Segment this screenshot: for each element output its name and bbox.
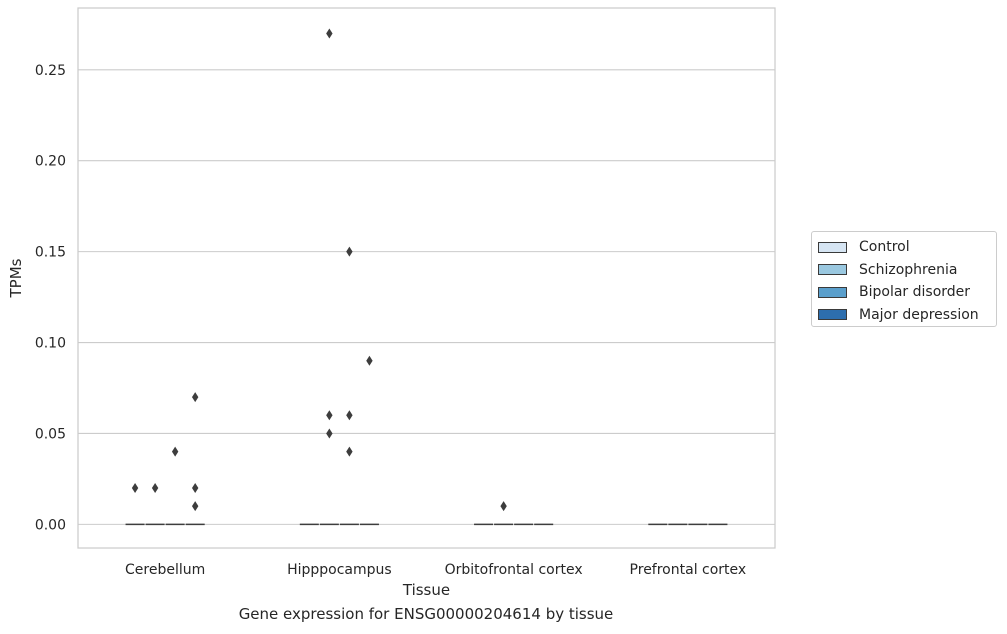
outlier-point [191, 483, 199, 493]
outlier-point [131, 483, 139, 493]
outlier-point [326, 410, 333, 421]
plot-area [77, 7, 776, 549]
outlier-point [500, 501, 507, 512]
legend-label: Control [859, 239, 910, 256]
x-axis-ticks: Cerebellum Hipppocampus Orbitofrontal cort… [125, 562, 746, 578]
legend-item: Schizophrenia [818, 259, 996, 282]
legend-item: Bipolar disorder [818, 281, 996, 304]
y-tick-label: 0.10 [35, 336, 66, 352]
legend-item: Major depression [818, 304, 996, 327]
x-tick-label: Hipppocampus [287, 562, 392, 578]
x-axis-label: Tissue [402, 581, 450, 599]
legend-item: Control [818, 236, 996, 259]
legend-swatch [818, 309, 847, 321]
y-tick-label: 0.20 [35, 154, 66, 170]
x-tick-label: Orbitofrontal cortex [445, 562, 583, 578]
legend-swatch [818, 286, 847, 298]
legend-label: Bipolar disorder [859, 284, 971, 301]
x-tick-label: Cerebellum [125, 562, 205, 578]
y-axis-ticks: 0.00 0.05 0.10 0.15 0.20 0.25 [35, 63, 66, 534]
legend-label: Major depression [859, 306, 979, 323]
chart-caption: Gene expression for ENSG00000204614 by t… [238, 605, 614, 623]
outlier-point [346, 410, 353, 421]
outlier-point [171, 446, 179, 457]
outlier-point [346, 446, 353, 457]
x-tick-label: Prefrontal cortex [630, 562, 747, 578]
legend-swatch [818, 264, 847, 276]
y-tick-label: 0.25 [35, 63, 66, 79]
y-tick-label: 0.15 [35, 245, 66, 261]
outliers [131, 28, 507, 512]
outlier-point [191, 501, 199, 512]
legend: Control Schizophrenia Bipolar disorder Majo… [811, 231, 997, 327]
outlier-point [151, 483, 159, 493]
outlier-point [326, 28, 333, 39]
outlier-point [326, 428, 333, 439]
y-axis-label: TPMs [7, 258, 25, 298]
outlier-point [366, 355, 373, 366]
y-tick-label: 0.05 [35, 426, 66, 442]
legend-label: Schizophrenia [859, 261, 958, 278]
legend-swatch [818, 241, 847, 253]
outlier-point [191, 392, 199, 403]
grid-lines [78, 69, 775, 525]
outlier-point [346, 246, 353, 257]
y-tick-label: 0.00 [35, 517, 66, 533]
